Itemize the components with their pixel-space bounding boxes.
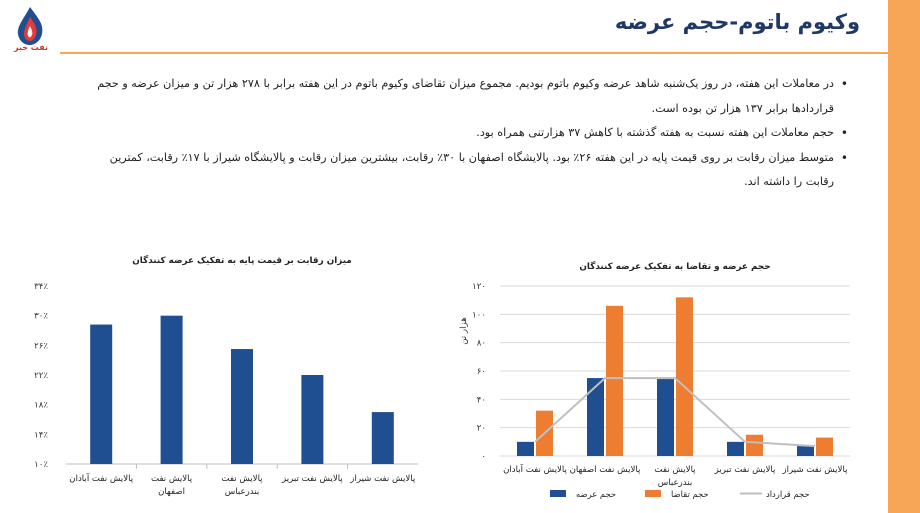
legend-label: حجم قرارداد [766, 489, 810, 500]
y-tick-label: ۱۰۰ [472, 310, 486, 320]
demand-bar [746, 434, 763, 456]
category-label: پالایش نفت آبادان [69, 472, 133, 484]
competition-bar [301, 375, 324, 464]
y-tick-label: ۶۰ [477, 367, 486, 377]
y-tick-label: ۱۸٪ [34, 401, 48, 411]
y-tick-label: ۲۲٪ [34, 371, 48, 381]
chart-title: حجم عرضه و تقاضا به تفکیک عرضه کنندگان [579, 261, 770, 272]
competition-bar [160, 315, 183, 464]
supply-bar [587, 378, 604, 456]
y-tick-label: ۲۰ [477, 424, 486, 434]
y-tick-label: ۴۰ [477, 395, 486, 405]
competition-bar [90, 324, 113, 464]
y-tick-label: ۱۴٪ [34, 430, 48, 440]
chart-title: میزان رقابت بر قیمت پایه به تفکیک عرضه ک… [132, 255, 351, 266]
header-band [0, 0, 888, 54]
category-label: پالایش نفت شیراز [349, 474, 416, 484]
supply-bar [727, 441, 744, 456]
supply-demand-chart: حجم عرضه و تقاضا به تفکیک عرضه کنندگان هز… [459, 261, 850, 500]
y-tick-label: ۳۰٪ [34, 312, 48, 322]
demand-bar [606, 305, 623, 456]
competition-bar [231, 349, 253, 464]
legend-swatch [550, 490, 566, 497]
y-tick-label: ۳۴٪ [34, 282, 48, 292]
competition-bar-chart: میزان رقابت بر قیمت پایه به تفکیک عرضه ک… [34, 255, 418, 497]
category-label: پالایش نفت آبادان [503, 463, 567, 475]
page-title: وکیوم باتوم-حجم عرضه [614, 10, 860, 34]
y-tick-label: ۱۰٪ [34, 460, 48, 470]
y-tick-label: ۰ [481, 452, 486, 462]
summary-bullets: در معاملات این هفته، در روز یک‌شنبه شاهد… [88, 72, 848, 195]
logo-flame-icon [17, 7, 43, 45]
y-tick-label: ۱۲۰ [472, 282, 486, 292]
category-label: پالایش نفت تبریز [281, 474, 343, 484]
logo-text: نفت خبر [13, 43, 49, 52]
category-label: پالایش نفت اصفهان [570, 465, 641, 475]
bullet-item: در معاملات این هفته، در روز یک‌شنبه شاهد… [88, 72, 848, 121]
supply-bar [657, 378, 674, 456]
competition-bar [371, 412, 394, 464]
accent-sidebar [888, 0, 920, 513]
demand-bar [676, 297, 693, 456]
legend-swatch [645, 490, 661, 497]
category-label: پالایش نفت تبریز [714, 465, 776, 475]
legend-label: حجم تقاضا [671, 489, 709, 500]
demand-bar [816, 437, 833, 456]
legend-label: حجم عرضه [576, 489, 616, 500]
category-label: پالایش نفت اصفهان [151, 474, 193, 497]
category-label: پالایش نفت شیراز [782, 465, 849, 475]
supply-bar [517, 441, 534, 456]
y-tick-label: ۲۶٪ [34, 341, 48, 351]
title-divider [60, 52, 888, 54]
y-axis-label: هزار تن [459, 317, 469, 345]
y-tick-label: ۸۰ [477, 339, 486, 349]
category-label: پالایش نفت بندرعباس [221, 474, 263, 497]
supply-bar [797, 446, 814, 456]
bullet-item: متوسط میزان رقابت بر روی قیمت پایه در ای… [88, 146, 848, 195]
contract-line [534, 377, 816, 448]
category-label: پالایش نفت بندرعباس [654, 465, 696, 488]
bullet-item: حجم معاملات این هفته نسبت به هفته گذشته … [88, 121, 848, 146]
